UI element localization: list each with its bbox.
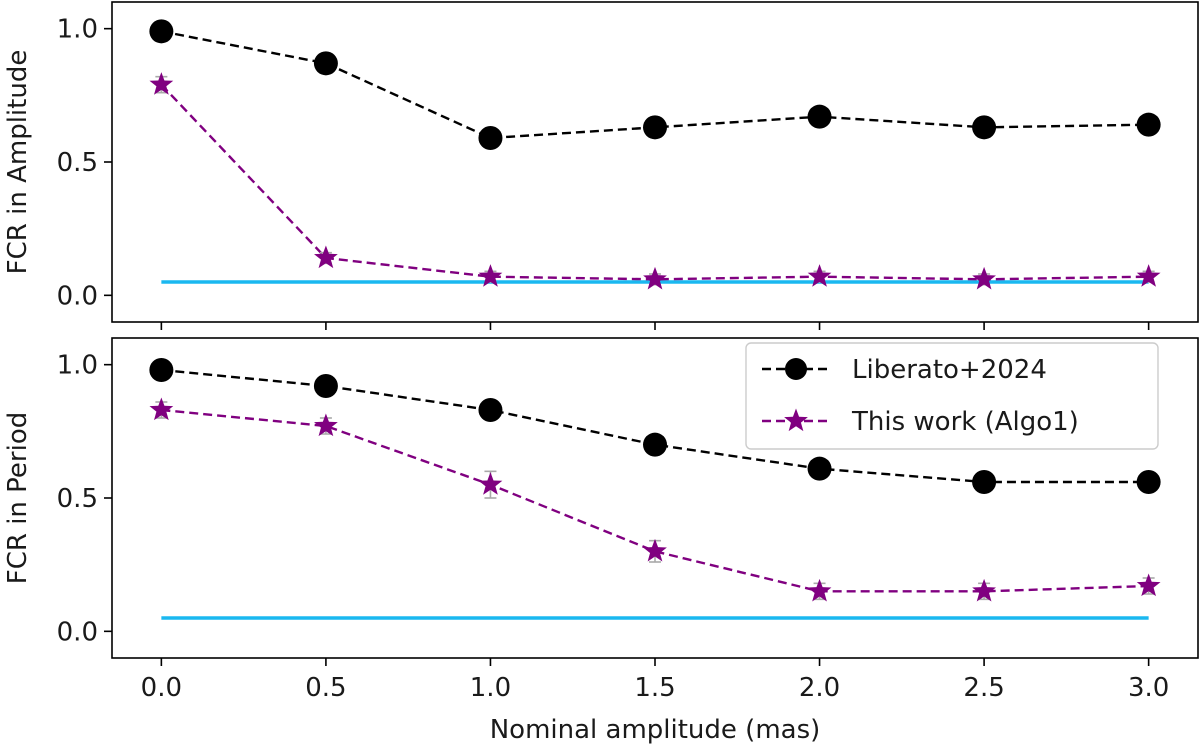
x-tick-label: 1.5 [634,673,675,703]
legend: Liberato+2024 This work (Algo1) [745,342,1159,450]
y-tick-label: 1.0 [57,351,98,381]
legend-marker-liberato [785,358,807,380]
data-point [1136,264,1161,287]
x-tick-label: 2.0 [799,673,840,703]
x-ticks-top [160,322,1150,330]
data-point [149,72,174,95]
y-tick-label: 0.0 [57,281,98,311]
data-point [643,266,667,290]
data-point [313,51,338,76]
x-tick-label: 2.5 [963,673,1004,703]
panel-fcr-amplitude: 0.0 0.5 1.0 FCR in Amplitude [3,1,1199,330]
data-point [807,456,832,481]
data-point [807,104,832,129]
data-point [1136,470,1161,494]
series-liberato [149,358,1161,494]
legend-box [745,342,1159,450]
data-point [478,472,503,495]
y-ticks-top: 0.0 0.5 1.0 [57,15,112,311]
series-algo1 [149,72,1161,290]
y-tick-label: 1.0 [57,15,98,45]
x-tick-label: 0.0 [141,673,182,703]
series-algo1 [149,397,1161,602]
x-tick-label: 1.0 [470,673,511,703]
data-point [149,358,174,382]
series-liberato [149,19,1161,150]
y-tick-label: 0.5 [57,148,98,178]
data-point [643,432,667,457]
y-axis-label-bottom: FCR in Period [3,412,33,584]
series-group-top [149,19,1161,290]
x-ticks-bottom: 0.0 0.5 1.0 1.5 2.0 2.5 3.0 [141,658,1169,703]
legend-marker-algo1 [784,408,808,432]
data-point [149,19,174,44]
data-point [972,470,997,494]
series-group-bottom [149,358,1161,602]
data-point [972,578,996,602]
data-point [478,398,503,422]
legend-label-algo1: This work (Algo1) [851,407,1079,437]
data-point [478,126,503,150]
y-axis-label-top: FCR in Amplitude [3,50,33,275]
legend-label-liberato: Liberato+2024 [852,355,1047,385]
y-tick-label: 0.5 [57,484,98,514]
y-tick-label: 0.0 [57,617,98,647]
x-axis-label: Nominal amplitude (mas) [490,715,821,745]
data-point [972,266,996,290]
data-point [314,413,338,437]
panel-fcr-period: 0.0 0.5 1.0 0.0 0.5 1.0 1.5 2.0 2.5 3.0 FCR in P… [3,337,1199,745]
series-line-algo1 [160,83,1149,281]
data-point [807,578,832,602]
data-point [149,397,174,421]
data-point [807,264,832,287]
data-point [478,264,503,287]
x-tick-label: 3.0 [1128,673,1169,703]
data-point [972,115,997,140]
data-point [643,115,667,140]
data-point [314,245,338,269]
data-point [313,374,338,398]
data-point [1136,573,1161,597]
data-point [643,538,667,562]
data-point [1136,112,1161,137]
x-tick-label: 0.5 [305,673,346,703]
y-ticks-bottom: 0.0 0.5 1.0 [57,351,112,647]
